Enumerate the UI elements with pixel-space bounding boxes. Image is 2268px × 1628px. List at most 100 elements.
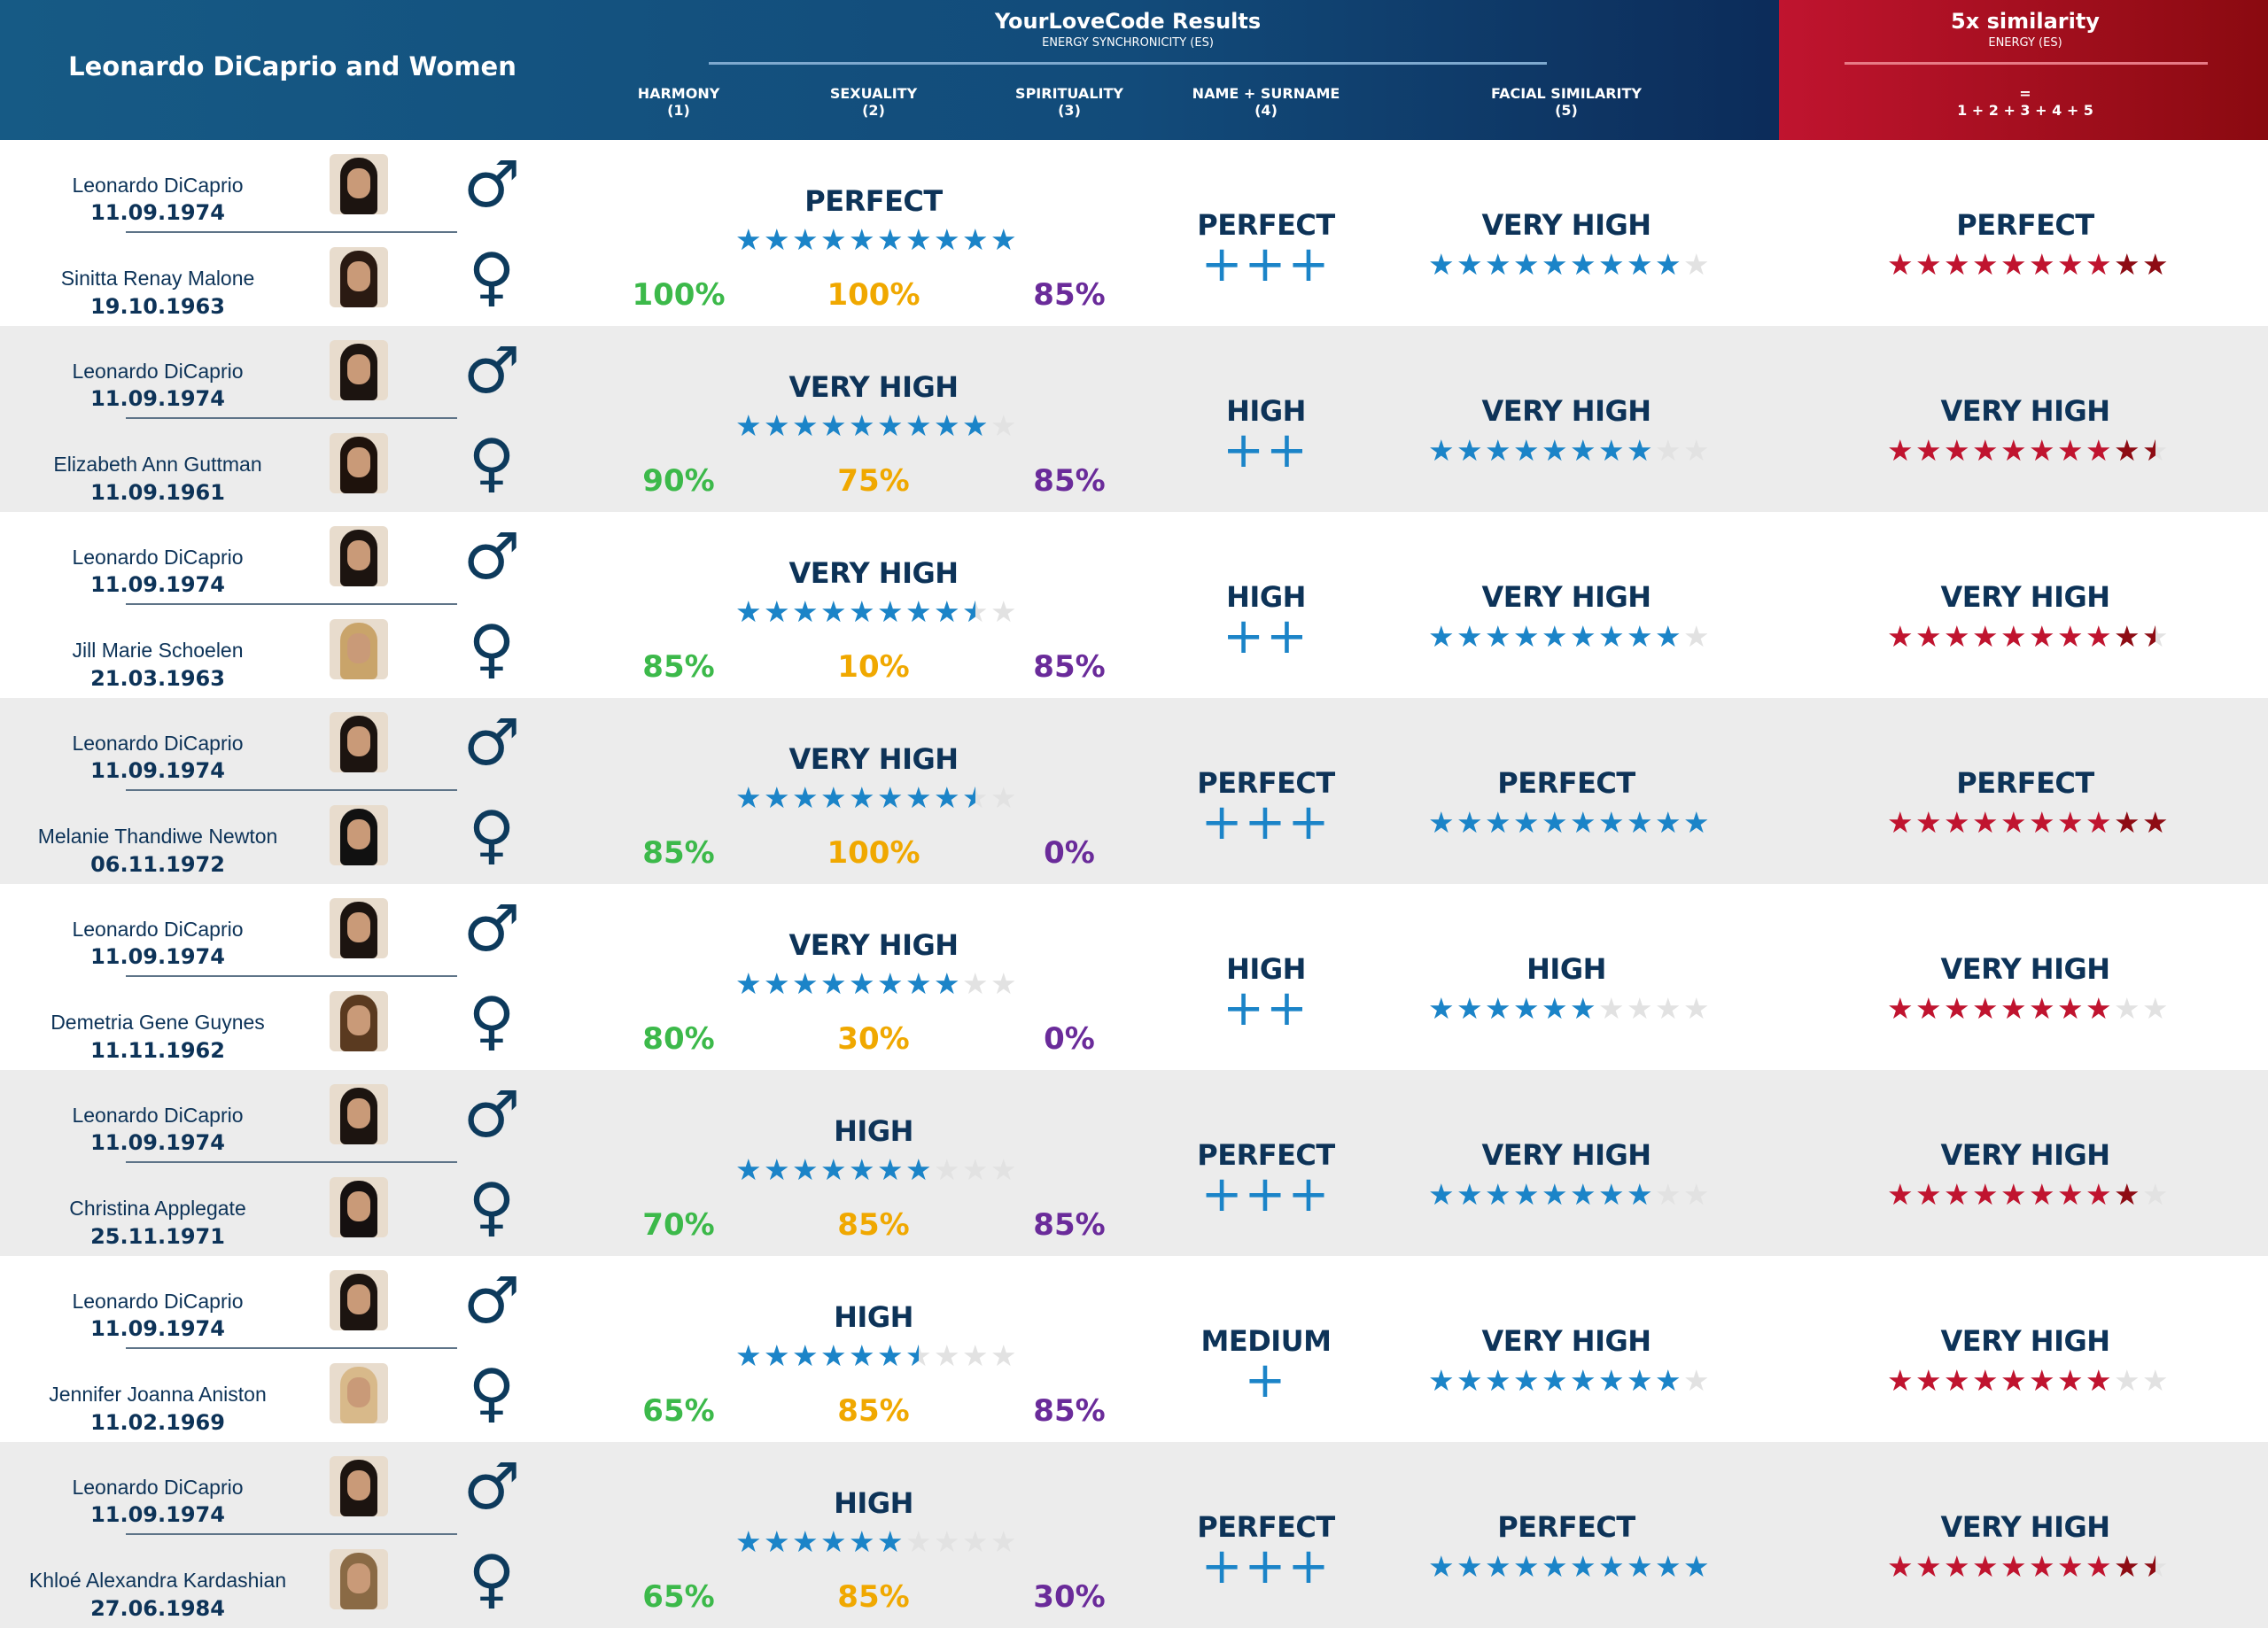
star-icon: ★★	[905, 408, 932, 443]
star-icon: ★★	[990, 780, 1017, 815]
star-fill: ★	[1944, 810, 1970, 836]
man-birthdate: 11.09.1974	[90, 572, 225, 597]
star-fill: ★	[2142, 1554, 2155, 1580]
star-icon: ★★	[1655, 1177, 1682, 1212]
star-icon: ★★	[1627, 1177, 1653, 1212]
name-rating-plus: ++	[1223, 422, 1309, 479]
star-icon: ★★	[792, 1338, 819, 1373]
col-harmony: HARMONY (1)	[637, 85, 720, 119]
woman-name: Demetria Gene Guynes	[50, 1011, 265, 1034]
star-icon: ★★	[934, 1152, 960, 1187]
star-icon: ★★	[792, 1152, 819, 1187]
star-fill: ★	[877, 785, 904, 811]
avatar	[330, 1084, 388, 1144]
star-icon: ★★	[877, 780, 904, 815]
star-fill: ★	[2085, 1182, 2112, 1208]
star-icon: ★★	[2085, 1177, 2112, 1212]
star-icon: ★★	[990, 594, 1017, 629]
avatar-face	[347, 447, 370, 477]
star-icon: ★★	[905, 1152, 932, 1187]
star-icon: ★★	[1683, 1549, 1710, 1584]
man-name: Leonardo DiCaprio	[72, 918, 244, 941]
es-rating-label: VERY HIGH	[788, 370, 959, 404]
harmony-value: 65%	[642, 1393, 715, 1429]
star-fill: ★	[820, 1529, 847, 1555]
star-icon: ★★	[1655, 247, 1682, 282]
star-fill: ★	[1915, 624, 1942, 650]
total-rating-label: VERY HIGH	[1940, 580, 2110, 614]
star-fill: ★	[1915, 996, 1942, 1022]
avatar-face	[347, 540, 370, 570]
star-fill: ★	[764, 413, 790, 439]
star-icon: ★★	[1655, 1549, 1682, 1584]
star-fill: ★	[2057, 438, 2084, 464]
star-icon: ★★	[1598, 1177, 1625, 1212]
star-icon: ★★	[2085, 433, 2112, 468]
star-icon: ★★	[934, 780, 960, 815]
star-icon: ★★	[2142, 1549, 2169, 1584]
star-icon: ★★	[2085, 991, 2112, 1026]
star-icon: ★★	[764, 780, 790, 815]
star-fill: ★	[1627, 438, 1653, 464]
star-icon: ★★	[1456, 619, 1483, 654]
star-icon: ★★	[905, 1338, 932, 1373]
avatar	[330, 1456, 388, 1516]
row-divider	[126, 789, 457, 791]
es-rating-label: HIGH	[834, 1114, 913, 1148]
col-name-surname: NAME + SURNAME (4)	[1192, 85, 1340, 119]
star-icon: ★★	[764, 1338, 790, 1373]
facial-star-rating: ★★★★★★★★★★★★★★★★★★★★	[1428, 619, 1710, 654]
star-fill: ★	[2085, 252, 2112, 278]
star-icon: ★★	[990, 222, 1017, 257]
star-icon: ★★	[2029, 1177, 2055, 1212]
star-fill: ★	[2000, 810, 2027, 836]
star-fill: ★	[1542, 438, 1568, 464]
star-icon: ★★	[735, 1152, 762, 1187]
spirituality-value: 85%	[1033, 1207, 1106, 1243]
star-icon: ★★	[1570, 1549, 1596, 1584]
star-fill: ★	[877, 599, 904, 625]
avatar-face	[347, 354, 370, 384]
harmony-value: 70%	[642, 1207, 715, 1243]
star-icon: ★★	[1542, 1363, 1568, 1398]
woman-name: Jill Marie Schoelen	[72, 639, 244, 662]
star-icon: ★★	[1456, 433, 1483, 468]
star-fill: ★	[792, 413, 819, 439]
star-icon: ★★	[934, 1338, 960, 1373]
star-icon: ★★	[849, 1338, 875, 1373]
star-fill: ★	[2114, 1182, 2140, 1208]
sexuality-value: 75%	[837, 463, 910, 499]
facial-rating-label: VERY HIGH	[1481, 208, 1651, 242]
harmony-value: 80%	[642, 1021, 715, 1057]
woman-birthdate: 11.09.1961	[90, 480, 225, 505]
facial-star-rating: ★★★★★★★★★★★★★★★★★★★★	[1428, 1363, 1710, 1398]
star-fill: ★	[1887, 996, 1914, 1022]
star-icon: ★★	[820, 1152, 847, 1187]
star-icon: ★★	[1542, 433, 1568, 468]
star-fill: ★	[1485, 1554, 1511, 1580]
es-rating-label: PERFECT	[804, 184, 943, 218]
sexuality-value: 85%	[837, 1579, 910, 1615]
star-fill: ★	[905, 1343, 919, 1369]
star-icon: ★★	[1944, 1549, 1970, 1584]
star-fill: ★	[820, 785, 847, 811]
star-icon: ★★	[2142, 433, 2169, 468]
star-fill: ★	[1513, 810, 1540, 836]
star-icon: ★★	[877, 1338, 904, 1373]
star-icon: ★★	[1655, 991, 1682, 1026]
star-icon: ★★	[1598, 433, 1625, 468]
star-icon: ★★	[849, 222, 875, 257]
star-icon: ★★	[1428, 1549, 1455, 1584]
star-fill: ★	[1655, 1368, 1682, 1394]
table-row: Leonardo DiCaprio 11.09.1974 ♂ Jill Marie S…	[0, 512, 2268, 698]
star-icon: ★★	[962, 222, 989, 257]
similarity-divider	[1845, 62, 2208, 65]
star-icon: ★★	[1542, 619, 1568, 654]
avatar	[330, 712, 388, 772]
star-icon: ★★	[735, 222, 762, 257]
star-icon: ★★	[792, 780, 819, 815]
star-fill: ★	[934, 599, 960, 625]
star-fill: ★	[2057, 810, 2084, 836]
table-row: Leonardo DiCaprio 11.09.1974 ♂ Melanie Than…	[0, 698, 2268, 884]
star-icon: ★★	[1456, 1363, 1483, 1398]
